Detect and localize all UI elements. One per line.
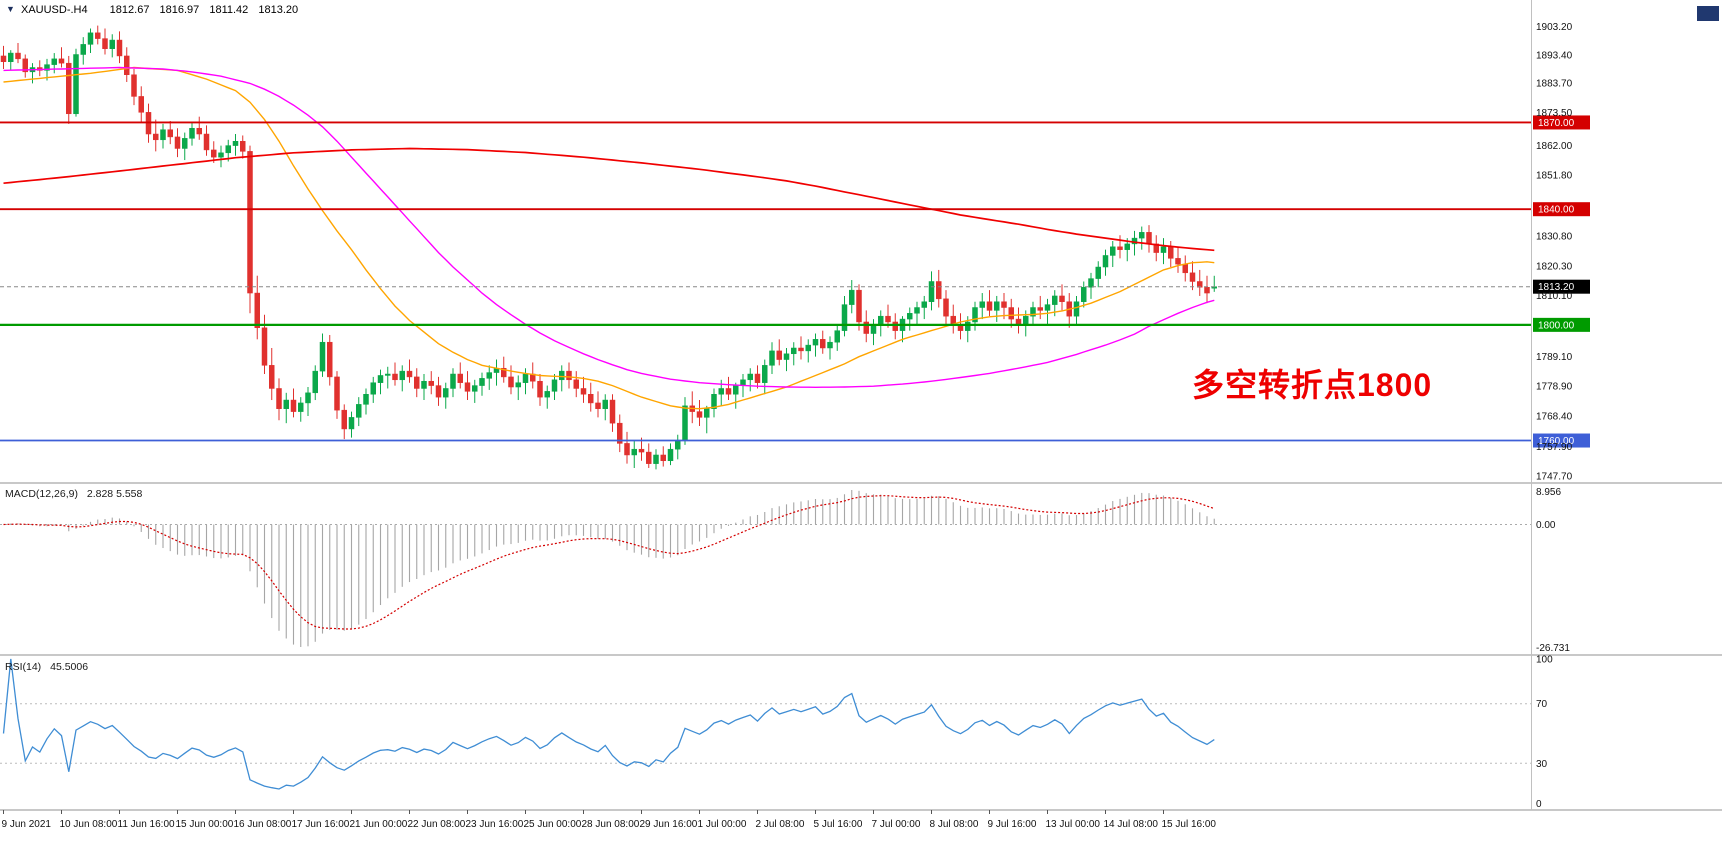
price-tag-1800.00: 1800.00 bbox=[1533, 317, 1590, 332]
svg-text:15 Jun 00:00: 15 Jun 00:00 bbox=[176, 819, 234, 830]
svg-text:1893.40: 1893.40 bbox=[1536, 50, 1573, 61]
macd-label-text: MACD(12,26,9) bbox=[5, 488, 78, 500]
symbol-timeframe-label: XAUUSD-.H4 bbox=[20, 4, 88, 16]
svg-text:1778.90: 1778.90 bbox=[1536, 381, 1573, 392]
price-tag-1813.20: 1813.20 bbox=[1533, 279, 1590, 294]
macd-histogram bbox=[10, 490, 1215, 647]
svg-text:1903.20: 1903.20 bbox=[1536, 22, 1573, 33]
svg-text:14 Jul 08:00: 14 Jul 08:00 bbox=[1104, 819, 1159, 830]
rsi-label-text: RSI(14) bbox=[5, 661, 42, 673]
svg-text:22 Jun 08:00: 22 Jun 08:00 bbox=[408, 819, 466, 830]
svg-text:16 Jun 08:00: 16 Jun 08:00 bbox=[234, 819, 292, 830]
main-chart-panel[interactable] bbox=[0, 25, 1217, 470]
svg-text:29 Jun 16:00: 29 Jun 16:00 bbox=[640, 819, 698, 830]
price-tag-1840.00: 1840.00 bbox=[1533, 202, 1590, 217]
symbol-marker-icon: ▼ bbox=[6, 4, 15, 14]
svg-text:9 Jun 2021: 9 Jun 2021 bbox=[2, 819, 52, 830]
annotation-text: 多空转折点1800 bbox=[1192, 367, 1433, 403]
svg-text:1 Jul 00:00: 1 Jul 00:00 bbox=[698, 819, 747, 830]
ma-slow-line bbox=[3, 147, 1215, 252]
svg-text:10 Jun 08:00: 10 Jun 08:00 bbox=[60, 819, 118, 830]
svg-text:1851.80: 1851.80 bbox=[1536, 171, 1573, 182]
candles-group bbox=[0, 25, 1217, 470]
svg-text:17 Jun 16:00: 17 Jun 16:00 bbox=[292, 819, 350, 830]
svg-text:1870.00: 1870.00 bbox=[1538, 118, 1575, 129]
ohlc-open: 1812.67 bbox=[109, 4, 150, 16]
rsi-indicator-label: RSI(14) 45.5006 bbox=[5, 661, 88, 673]
svg-text:1840.00: 1840.00 bbox=[1538, 205, 1575, 216]
chart-header: ▼ XAUUSD-.H4 1812.67 1816.97 1811.42 181… bbox=[6, 4, 298, 16]
svg-text:5 Jul 16:00: 5 Jul 16:00 bbox=[814, 819, 863, 830]
svg-text:21 Jun 00:00: 21 Jun 00:00 bbox=[350, 819, 408, 830]
ma-mid-line bbox=[3, 66, 1215, 389]
svg-text:1768.40: 1768.40 bbox=[1536, 412, 1573, 423]
svg-text:30: 30 bbox=[1536, 759, 1548, 770]
panel-separators bbox=[0, 0, 1722, 811]
svg-text:15 Jul 16:00: 15 Jul 16:00 bbox=[1162, 819, 1217, 830]
svg-text:25 Jun 00:00: 25 Jun 00:00 bbox=[524, 819, 582, 830]
svg-text:0.00: 0.00 bbox=[1536, 520, 1556, 531]
ma-fast-line bbox=[3, 66, 1215, 410]
svg-text:8 Jul 08:00: 8 Jul 08:00 bbox=[930, 819, 979, 830]
svg-text:1810.10: 1810.10 bbox=[1536, 291, 1573, 302]
price-tag-1760.00: 1760.00 bbox=[1533, 433, 1590, 448]
svg-text:1883.70: 1883.70 bbox=[1536, 78, 1573, 89]
svg-text:1757.90: 1757.90 bbox=[1536, 442, 1573, 453]
svg-text:1747.70: 1747.70 bbox=[1536, 472, 1573, 483]
svg-text:1760.00: 1760.00 bbox=[1538, 436, 1575, 447]
svg-text:0: 0 bbox=[1536, 799, 1542, 810]
macd-values-text: 2.828 5.558 bbox=[86, 488, 143, 500]
svg-text:1862.00: 1862.00 bbox=[1536, 141, 1573, 152]
ohlc-low: 1811.42 bbox=[209, 4, 249, 16]
svg-text:-26.731: -26.731 bbox=[1536, 643, 1570, 654]
price-tag-1870.00: 1870.00 bbox=[1533, 115, 1590, 130]
svg-text:100: 100 bbox=[1536, 655, 1553, 666]
svg-text:13 Jul 00:00: 13 Jul 00:00 bbox=[1046, 819, 1101, 830]
ohlc-close: 1813.20 bbox=[258, 4, 299, 16]
svg-text:9 Jul 16:00: 9 Jul 16:00 bbox=[988, 819, 1037, 830]
corner-badge bbox=[1697, 6, 1719, 21]
svg-text:1800.00: 1800.00 bbox=[1538, 320, 1575, 331]
svg-text:7 Jul 00:00: 7 Jul 00:00 bbox=[872, 819, 921, 830]
svg-text:8.956: 8.956 bbox=[1536, 487, 1561, 498]
price-axis[interactable]: 1903.20 1893.40 1883.70 1873.50 1862.00 1851.… bbox=[1536, 22, 1573, 810]
rsi-line bbox=[2, 658, 1215, 790]
svg-text:1813.20: 1813.20 bbox=[1538, 282, 1575, 293]
svg-text:11 Jun 16:00: 11 Jun 16:00 bbox=[118, 819, 176, 830]
svg-text:1789.10: 1789.10 bbox=[1536, 352, 1573, 363]
time-axis[interactable]: 9 Jun 2021 10 Jun 08:00 11 Jun 16:00 15 Jun… bbox=[2, 810, 1217, 830]
svg-text:23 Jun 16:00: 23 Jun 16:00 bbox=[466, 819, 524, 830]
svg-text:70: 70 bbox=[1536, 699, 1548, 710]
rsi-value-text: 45.5006 bbox=[50, 661, 89, 673]
svg-text:1820.30: 1820.30 bbox=[1536, 262, 1573, 273]
svg-text:1873.50: 1873.50 bbox=[1536, 108, 1573, 119]
macd-indicator-label: MACD(12,26,9) 2.828 5.558 bbox=[5, 488, 142, 500]
svg-text:28 Jun 08:00: 28 Jun 08:00 bbox=[582, 819, 640, 830]
svg-text:1830.80: 1830.80 bbox=[1536, 231, 1573, 242]
ohlc-high: 1816.97 bbox=[159, 4, 200, 16]
svg-text:2 Jul 08:00: 2 Jul 08:00 bbox=[756, 819, 805, 830]
